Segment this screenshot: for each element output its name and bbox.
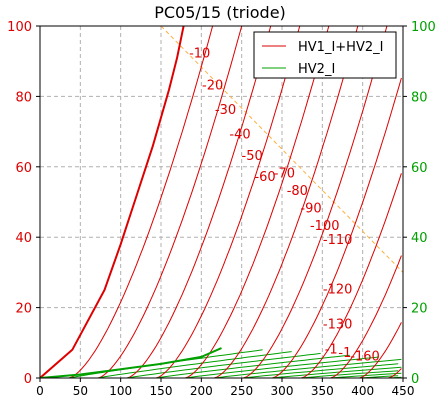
bias-label-layer: -10 -20 -30 -40 -50 -60-70 -80 -90 -100-110 -120 -… (189, 47, 380, 365)
axis-layer: 0 50 100 150 200 250 300 350 400 4500204060801000… (7, 20, 436, 398)
screen-curve-5 (185, 356, 379, 378)
plot-frame (39, 25, 404, 379)
bias-label: -120 (323, 283, 353, 298)
bias-label: -80 (287, 184, 308, 199)
y-right-tick-label: 40 (411, 231, 428, 246)
y-left-tick-label: 100 (7, 20, 32, 35)
x-tick-label: 250 (230, 384, 253, 398)
bias-label: -30 (215, 103, 236, 118)
bias-label: -130 (323, 318, 353, 333)
grid-curve-2 (97, 26, 243, 378)
y-right-tick-label: 100 (411, 20, 436, 35)
x-tick-label: 300 (271, 384, 294, 398)
legend-label: HV1_I+HV2_I (298, 40, 383, 55)
y-left-tick-label: 80 (15, 90, 32, 105)
screen-curve-9 (301, 370, 399, 378)
screen-curve-3 (127, 352, 321, 378)
y-left-tick-label: 20 (15, 302, 32, 317)
x-tick-label: 50 (73, 384, 88, 398)
bias-label: -160 (350, 349, 380, 364)
bias-label: -10 (189, 47, 210, 62)
y-left-tick-label: 0 (24, 372, 32, 387)
bias-label: -110 (323, 233, 353, 248)
screen-curve-7 (243, 363, 399, 378)
bias-label: -40 (229, 128, 250, 143)
grid-curve-12 (388, 368, 402, 378)
bias-label: -70 (274, 166, 295, 181)
y-right-tick-label: 0 (411, 372, 419, 387)
bias-label: -90 (300, 202, 321, 217)
screen-curve-8 (272, 366, 402, 378)
x-tick-label: 450 (392, 384, 415, 398)
x-tick-label: 100 (109, 384, 132, 398)
x-tick-label: 150 (150, 384, 173, 398)
y-left-tick-label: 40 (15, 231, 32, 246)
y-right-tick-label: 20 (411, 302, 428, 317)
screen-curve-2 (98, 351, 292, 378)
series-line-1 (40, 347, 222, 378)
chart-title: PC05/15 (triode) (154, 3, 286, 22)
grid-curve-1 (68, 26, 214, 378)
legend-label: HV2_I (298, 62, 335, 77)
grid-curve-9 (301, 173, 402, 378)
x-tick-label: 200 (190, 384, 213, 398)
bias-label: -20 (202, 78, 223, 93)
x-tick-label: 400 (351, 384, 374, 398)
x-tick-label: 0 (36, 384, 44, 398)
legend: HV1_I+HV2_I HV2_I (253, 31, 397, 79)
y-left-tick-label: 60 (15, 161, 32, 176)
curve-layer (40, 26, 403, 378)
grid-curve-8 (272, 77, 402, 378)
bias-label: -100 (310, 219, 340, 234)
y-right-tick-label: 80 (411, 90, 428, 105)
bias-label: -1 (325, 342, 338, 357)
grid-curve-10 (330, 255, 402, 378)
legend-box (253, 31, 397, 79)
series-line-0 (40, 26, 185, 378)
screen-curve-10 (330, 372, 402, 378)
x-tick-label: 350 (311, 384, 334, 398)
grid-curve-11 (359, 322, 402, 378)
screen-curve-6 (214, 358, 402, 378)
bias-label: -1 (338, 346, 351, 361)
bias-label: -60 (254, 170, 275, 185)
bias-label: -50 (242, 149, 263, 164)
y-right-tick-label: 60 (411, 161, 428, 176)
screen-curve-4 (156, 354, 350, 378)
